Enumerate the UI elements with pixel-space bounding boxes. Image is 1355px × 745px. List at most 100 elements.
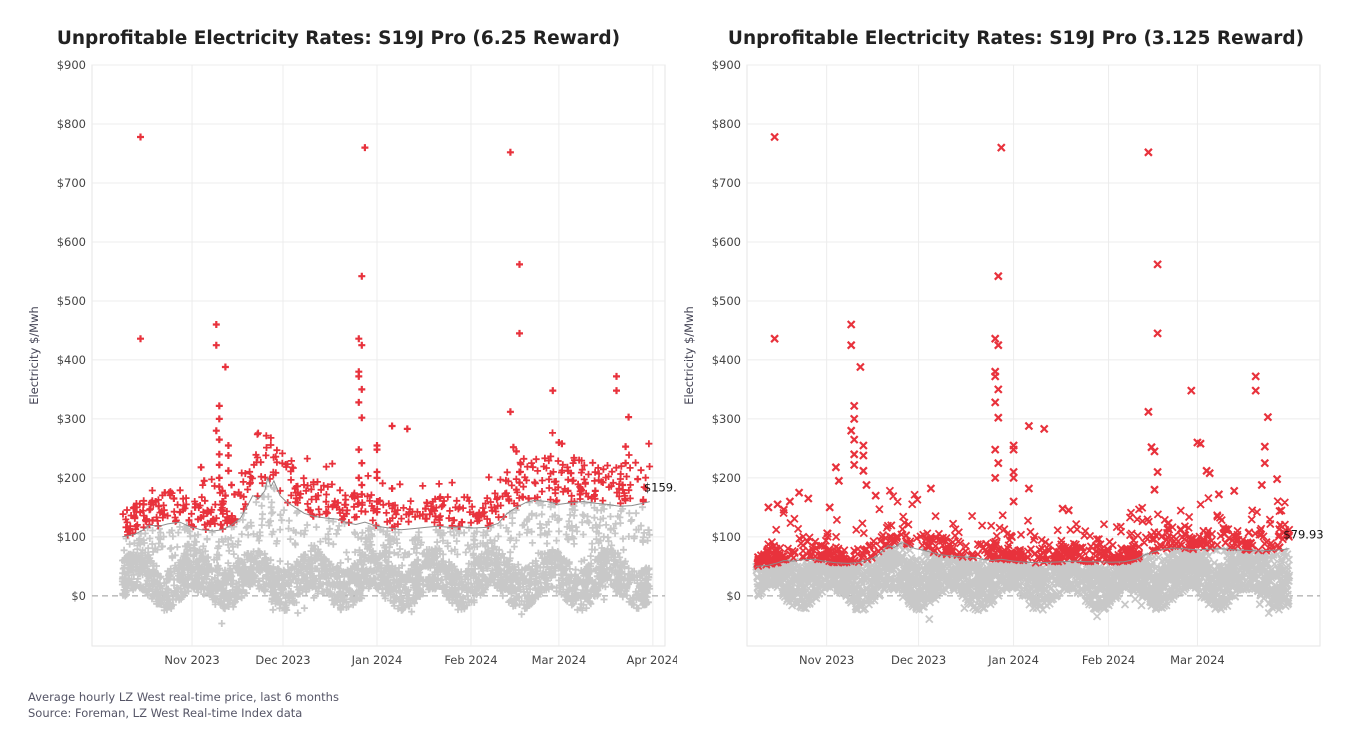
unprofitable-point <box>990 334 1000 343</box>
x-tick-label: Feb 2024 <box>1082 653 1135 667</box>
unprofitable-point <box>846 320 856 329</box>
unprofitable-point <box>358 459 366 467</box>
unprofitable-point <box>764 503 773 512</box>
unprofitable-point <box>804 494 813 503</box>
unprofitable-point <box>997 143 1006 152</box>
unprofitable-point <box>224 452 232 459</box>
x-tick-label: Mar 2024 <box>532 653 587 667</box>
unprofitable-point <box>859 466 868 476</box>
unprofitable-point <box>231 490 238 498</box>
unprofitable-point <box>770 132 779 142</box>
unprofitable-point <box>373 468 381 476</box>
unprofitable-point <box>215 450 223 458</box>
unprofitable-point <box>990 398 1000 407</box>
y-tick-label: $300 <box>712 412 741 426</box>
y-tick-label: $200 <box>57 471 86 485</box>
footnote-description: Average hourly LZ West real-time price, … <box>28 690 339 704</box>
unprofitable-point <box>215 415 223 423</box>
y-tick-label: $100 <box>712 530 741 544</box>
unprofitable-point <box>373 498 381 505</box>
chart-panel-left: Unprofitable Electricity Rates: S19J Pro… <box>0 0 677 680</box>
y-tick-label: $900 <box>57 58 86 72</box>
unprofitable-point <box>1214 490 1224 499</box>
unprofitable-point <box>1263 412 1273 422</box>
unprofitable-point <box>516 479 523 487</box>
unprofitable-point <box>1144 407 1153 417</box>
x-tick-label: Feb 2024 <box>444 653 497 667</box>
breakeven-line <box>122 476 650 538</box>
y-tick-label: $800 <box>57 117 86 131</box>
unprofitable-point <box>862 480 871 490</box>
unprofitable-point <box>926 484 936 493</box>
y-tick-label: $900 <box>712 58 741 72</box>
unprofitable-point <box>1260 458 1270 468</box>
unprofitable-point <box>549 387 557 395</box>
unprofitable-point <box>355 446 363 454</box>
unprofitable-point <box>355 372 363 380</box>
unprofitable-point <box>779 505 789 514</box>
unprofitable-price-points <box>753 486 1294 571</box>
unprofitable-point <box>990 445 1000 454</box>
x-tick-label: Jan 2024 <box>987 653 1039 667</box>
y-tick-label: $600 <box>57 235 86 249</box>
x-tick-label: Nov 2023 <box>799 653 854 667</box>
unprofitable-point <box>567 469 575 477</box>
unprofitable-point <box>512 447 520 455</box>
unprofitable-point <box>200 477 208 485</box>
unprofitable-point <box>203 509 211 517</box>
unprofitable-point <box>622 443 630 451</box>
unprofitable-point <box>422 505 429 513</box>
chart-panel-right: Unprofitable Electricity Rates: S19J Pro… <box>677 0 1355 680</box>
unprofitable-point <box>221 363 229 371</box>
unprofitable-point <box>403 425 411 433</box>
unprofitable-point <box>1024 421 1034 431</box>
unprofitable-point <box>140 500 147 508</box>
unprofitable-point <box>224 467 232 475</box>
unprofitable-point <box>1144 148 1153 157</box>
unprofitable-point <box>209 515 217 523</box>
unprofitable-point <box>770 334 779 343</box>
unprofitable-point <box>206 520 214 528</box>
x-tick-label: Mar 2024 <box>1170 653 1225 667</box>
chart-title: Unprofitable Electricity Rates: S19J Pro… <box>727 28 1305 49</box>
unprofitable-point <box>152 498 160 505</box>
unprofitable-point <box>990 372 1000 381</box>
unprofitable-point <box>509 443 517 451</box>
unprofitable-point <box>218 506 226 514</box>
x-tick-label: Dec 2023 <box>891 653 946 667</box>
chart-title: Unprofitable Electricity Rates: S19J Pro… <box>56 28 621 49</box>
unprofitable-point <box>355 335 363 343</box>
unprofitable-point <box>218 487 226 495</box>
unprofitable-point <box>358 414 366 422</box>
unprofitable-point <box>358 481 366 489</box>
y-tick-label: $700 <box>712 176 741 190</box>
unprofitable-point <box>994 271 1003 281</box>
unprofitable-point <box>525 495 533 502</box>
unprofitable-point <box>990 473 1000 483</box>
unprofitable-point <box>846 426 856 435</box>
unprofitable-point <box>506 148 514 156</box>
x-tick-label: Jan 2024 <box>351 653 403 667</box>
unprofitable-point <box>155 502 163 510</box>
unprofitable-point <box>512 486 520 494</box>
unprofitable-point <box>576 490 584 498</box>
breakeven-line <box>756 542 1290 567</box>
unprofitable-point <box>1153 467 1162 477</box>
y-tick-label: $500 <box>712 294 741 308</box>
y-tick-label: $200 <box>712 471 741 485</box>
unprofitable-point <box>1260 442 1270 451</box>
unprofitable-point <box>146 506 154 514</box>
unprofitable-point <box>856 362 865 372</box>
unprofitable-point <box>137 335 144 343</box>
unprofitable-point <box>849 401 859 411</box>
unprofitable-point <box>1009 473 1018 483</box>
unprofitable-point <box>479 509 487 517</box>
x-tick-label: Apr 2024 <box>626 653 677 667</box>
unprofitable-point <box>355 474 363 482</box>
unprofitable-point <box>143 515 151 523</box>
unprofitable-point <box>373 446 381 454</box>
profitable-price-points <box>118 482 654 627</box>
unprofitable-point <box>622 459 630 467</box>
y-tick-label: $300 <box>57 412 86 426</box>
unprofitable-point <box>1153 329 1162 338</box>
